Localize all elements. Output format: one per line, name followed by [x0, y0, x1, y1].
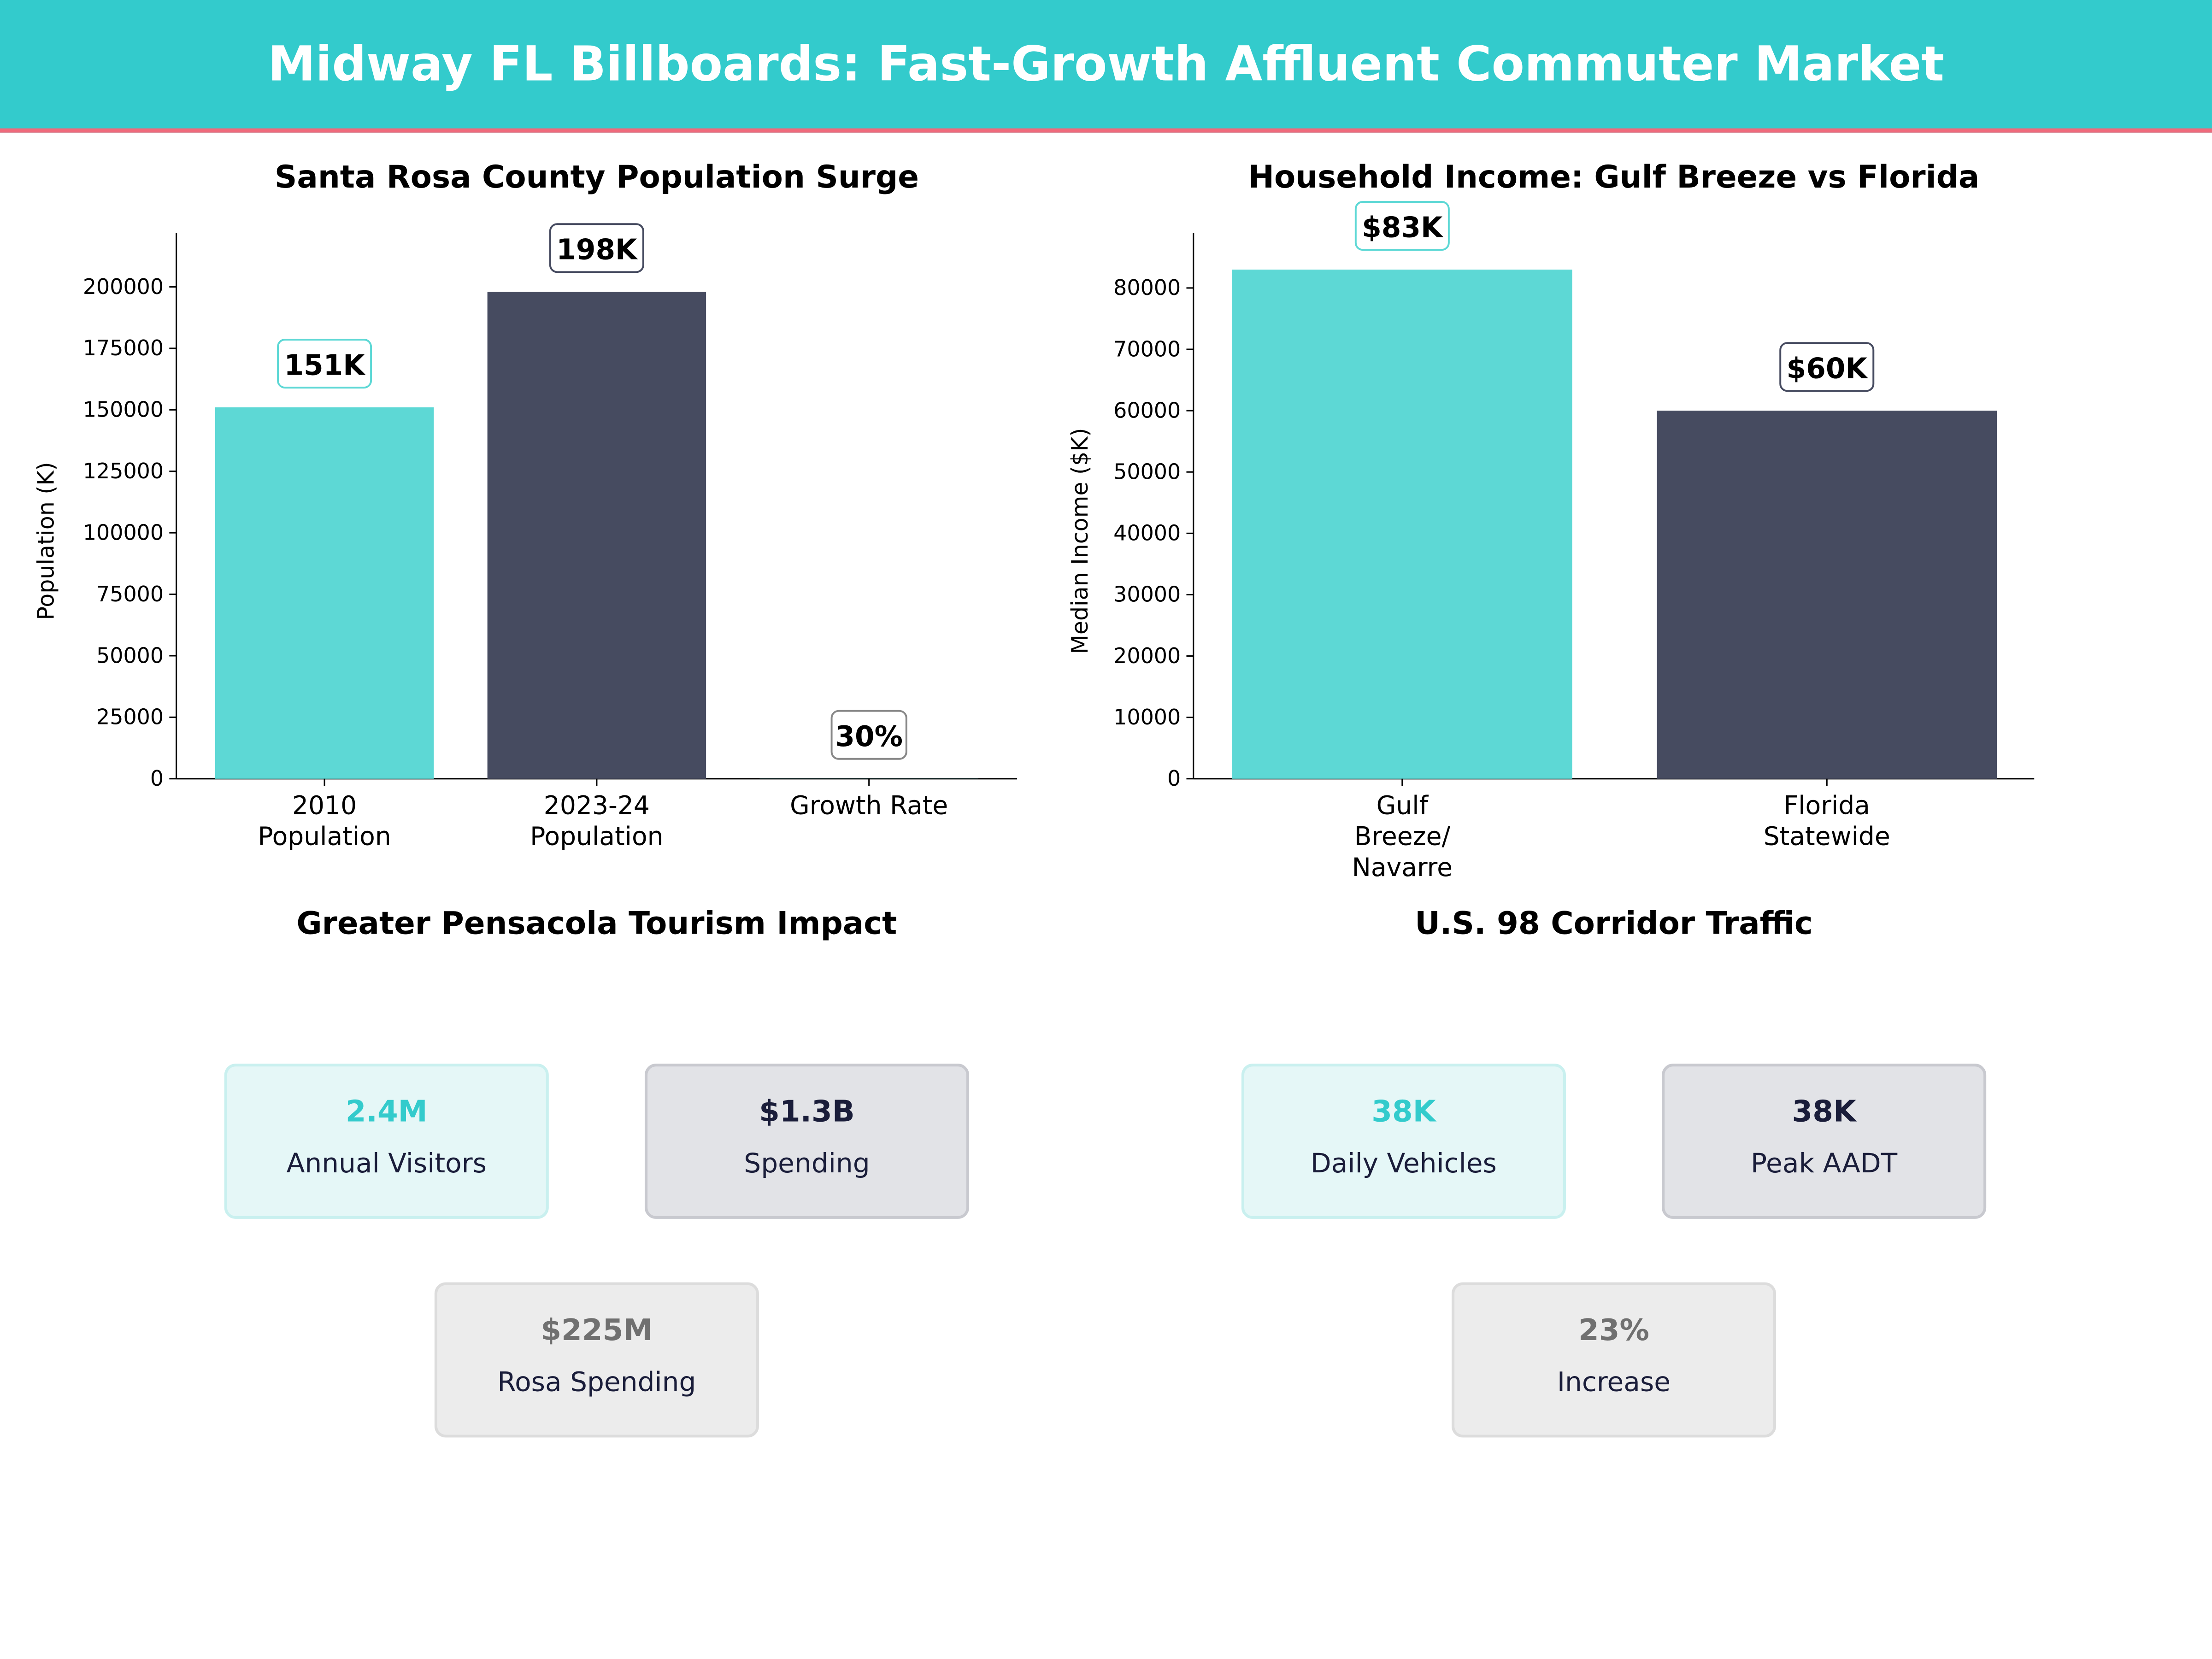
x-tick-label: Florida — [1784, 790, 1870, 820]
bar — [1232, 269, 1572, 779]
x-tick-label: Breeze/ — [1354, 822, 1451, 851]
y-tick-label: 70000 — [1113, 336, 1181, 361]
y-tick-label: 20000 — [1113, 643, 1181, 668]
y-axis-label: Median Income ($K) — [1067, 428, 1093, 654]
card-label: Peak AADT — [1751, 1148, 1898, 1180]
card-rosa-spending: $225M Rosa Spending — [434, 1282, 759, 1438]
y-tick-label: 50000 — [1113, 459, 1181, 484]
card-label: Spending — [744, 1148, 870, 1180]
bar — [487, 292, 706, 779]
card-label: Increase — [1557, 1367, 1671, 1398]
card-spending: $1.3B Spending — [644, 1064, 970, 1219]
traffic-title: U.S. 98 Corridor Traffic — [1415, 907, 1813, 942]
data-label-box — [277, 339, 372, 389]
x-tick-label: Navarre — [1352, 853, 1453, 882]
y-tick-label: 25000 — [96, 705, 164, 729]
card-increase: 23% Increase — [1451, 1282, 1777, 1438]
y-tick-label: 40000 — [1113, 521, 1181, 546]
y-tick-label: 125000 — [83, 459, 164, 483]
card-value: $1.3B — [759, 1094, 855, 1129]
card-value: $225M — [541, 1313, 653, 1347]
data-label: 151K — [284, 349, 366, 382]
card-value: 23% — [1578, 1313, 1649, 1347]
data-label-box — [830, 710, 907, 760]
y-tick-label: 60000 — [1113, 398, 1181, 423]
y-tick-label: 75000 — [96, 582, 164, 606]
data-label: 198K — [556, 234, 638, 266]
card-daily-vehicles: 38K Daily Vehicles — [1241, 1064, 1566, 1219]
y-axis-label: Population (K) — [33, 462, 59, 620]
card-label: Rosa Spending — [497, 1367, 696, 1398]
card-label: Annual Visitors — [286, 1148, 487, 1180]
data-label-box — [549, 223, 644, 273]
bar — [215, 407, 434, 779]
data-label: 30% — [835, 720, 903, 753]
card-value: 38K — [1371, 1094, 1436, 1129]
card-value: 38K — [1792, 1094, 1856, 1129]
data-label: $83K — [1362, 212, 1444, 244]
y-tick-label: 0 — [1167, 766, 1181, 791]
x-tick-label: 2023-24 — [544, 790, 650, 820]
card-annual-visitors: 2.4M Annual Visitors — [224, 1064, 549, 1219]
x-tick-label: 2010 — [292, 790, 357, 820]
y-tick-label: 0 — [150, 766, 164, 791]
x-tick-label: Growth Rate — [790, 790, 948, 820]
data-label: $60K — [1787, 353, 1869, 385]
y-tick-label: 50000 — [96, 643, 164, 668]
y-tick-label: 175000 — [83, 335, 164, 360]
y-tick-label: 80000 — [1113, 275, 1181, 300]
y-tick-label: 100000 — [83, 520, 164, 545]
card-peak-aadt: 38K Peak AADT — [1662, 1064, 1987, 1219]
x-tick-label: Gulf — [1377, 790, 1429, 820]
y-tick-label: 200000 — [83, 274, 164, 299]
bar — [1657, 411, 1997, 779]
page-title: Midway FL Billboards: Fast-Growth Afflue… — [268, 36, 1944, 93]
y-tick-label: 10000 — [1113, 705, 1181, 729]
chart-title-income: Household Income: Gulf Breeze vs Florida — [1248, 160, 1980, 196]
x-tick-label: Population — [530, 822, 663, 851]
charts-svg: 0250005000075000100000125000150000175000… — [33, 201, 2035, 882]
card-label: Daily Vehicles — [1310, 1148, 1497, 1180]
card-value: 2.4M — [345, 1094, 428, 1129]
y-tick-label: 150000 — [83, 397, 164, 422]
x-tick-label: Population — [258, 822, 391, 851]
data-label-box — [1779, 342, 1875, 392]
tourism-title: Greater Pensacola Tourism Impact — [296, 907, 897, 942]
chart-title-population: Santa Rosa County Population Surge — [274, 160, 919, 196]
x-tick-label: Statewide — [1764, 822, 1890, 851]
data-label-box — [1354, 201, 1450, 251]
y-tick-label: 30000 — [1113, 582, 1181, 607]
header-banner: Midway FL Billboards: Fast-Growth Afflue… — [0, 0, 2212, 133]
